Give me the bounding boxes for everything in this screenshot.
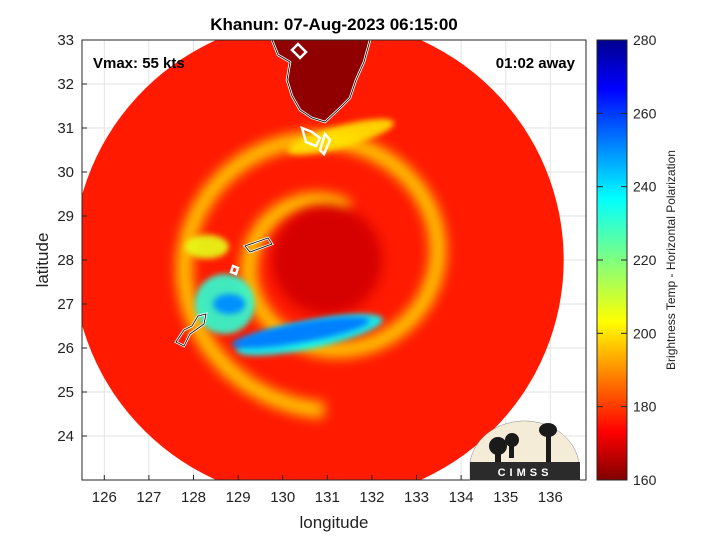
cimss-logo: CIMSS xyxy=(469,420,581,481)
swath-imagery xyxy=(82,40,564,480)
x-tick-label: 135 xyxy=(493,489,518,506)
y-tick-label: 27 xyxy=(57,296,74,313)
y-tick-label: 32 xyxy=(57,76,74,93)
colorbar-tick-label: 160 xyxy=(633,472,657,488)
y-tick-label: 33 xyxy=(57,32,74,49)
colorbar-tick-label: 180 xyxy=(633,399,657,415)
logo-text: CIMSS xyxy=(498,467,553,479)
y-tick-label: 31 xyxy=(57,120,74,137)
feature-west-band xyxy=(184,234,229,259)
x-tick-label: 128 xyxy=(181,489,206,506)
y-axis-label: latitude xyxy=(33,233,52,288)
y-tick-label: 25 xyxy=(57,384,74,401)
y-tick-label: 28 xyxy=(57,252,74,269)
x-tick-label: 129 xyxy=(226,489,251,506)
x-tick-label: 127 xyxy=(136,489,161,506)
x-tick-label: 131 xyxy=(315,489,340,506)
chart-title: Khanun: 07-Aug-2023 06:15:00 xyxy=(210,15,458,34)
colorbar-tick-label: 260 xyxy=(633,105,657,121)
x-tick-label: 136 xyxy=(538,489,563,506)
x-tick-label: 126 xyxy=(92,489,117,506)
y-tick-label: 29 xyxy=(57,208,74,225)
colorbar: 160 180 200 220 240 260 280 Brightness Temp - … xyxy=(596,32,678,488)
x-tick-label: 133 xyxy=(404,489,429,506)
y-tick-label: 30 xyxy=(57,164,74,181)
x-tick-label: 130 xyxy=(270,489,295,506)
x-tick-label: 132 xyxy=(359,489,384,506)
vmax-label: Vmax: 55 kts xyxy=(93,55,185,72)
colorbar-tick-label: 220 xyxy=(633,252,657,268)
colorbar-label: Brightness Temp - Horizontal Polarizatio… xyxy=(664,150,678,370)
colorbar-tick-label: 280 xyxy=(633,32,657,48)
colorbar-tick-label: 200 xyxy=(633,325,657,341)
rainband-core-southwest xyxy=(213,294,246,314)
storm-eye xyxy=(272,205,383,315)
x-axis: 126 127 128 129 130 131 132 133 134 135 136 xyxy=(92,475,563,506)
x-tick-label: 134 xyxy=(449,489,474,506)
rainband-core-south xyxy=(231,316,370,349)
colorbar-tick-label: 240 xyxy=(633,179,657,195)
y-tick-label: 24 xyxy=(57,428,74,445)
coastline-inner xyxy=(175,40,371,347)
time-offset-label: 01:02 away xyxy=(496,55,576,72)
y-tick-label: 26 xyxy=(57,340,74,357)
y-axis: 24 25 26 27 28 29 30 31 32 33 xyxy=(57,32,87,445)
x-axis-label: longitude xyxy=(299,513,368,532)
